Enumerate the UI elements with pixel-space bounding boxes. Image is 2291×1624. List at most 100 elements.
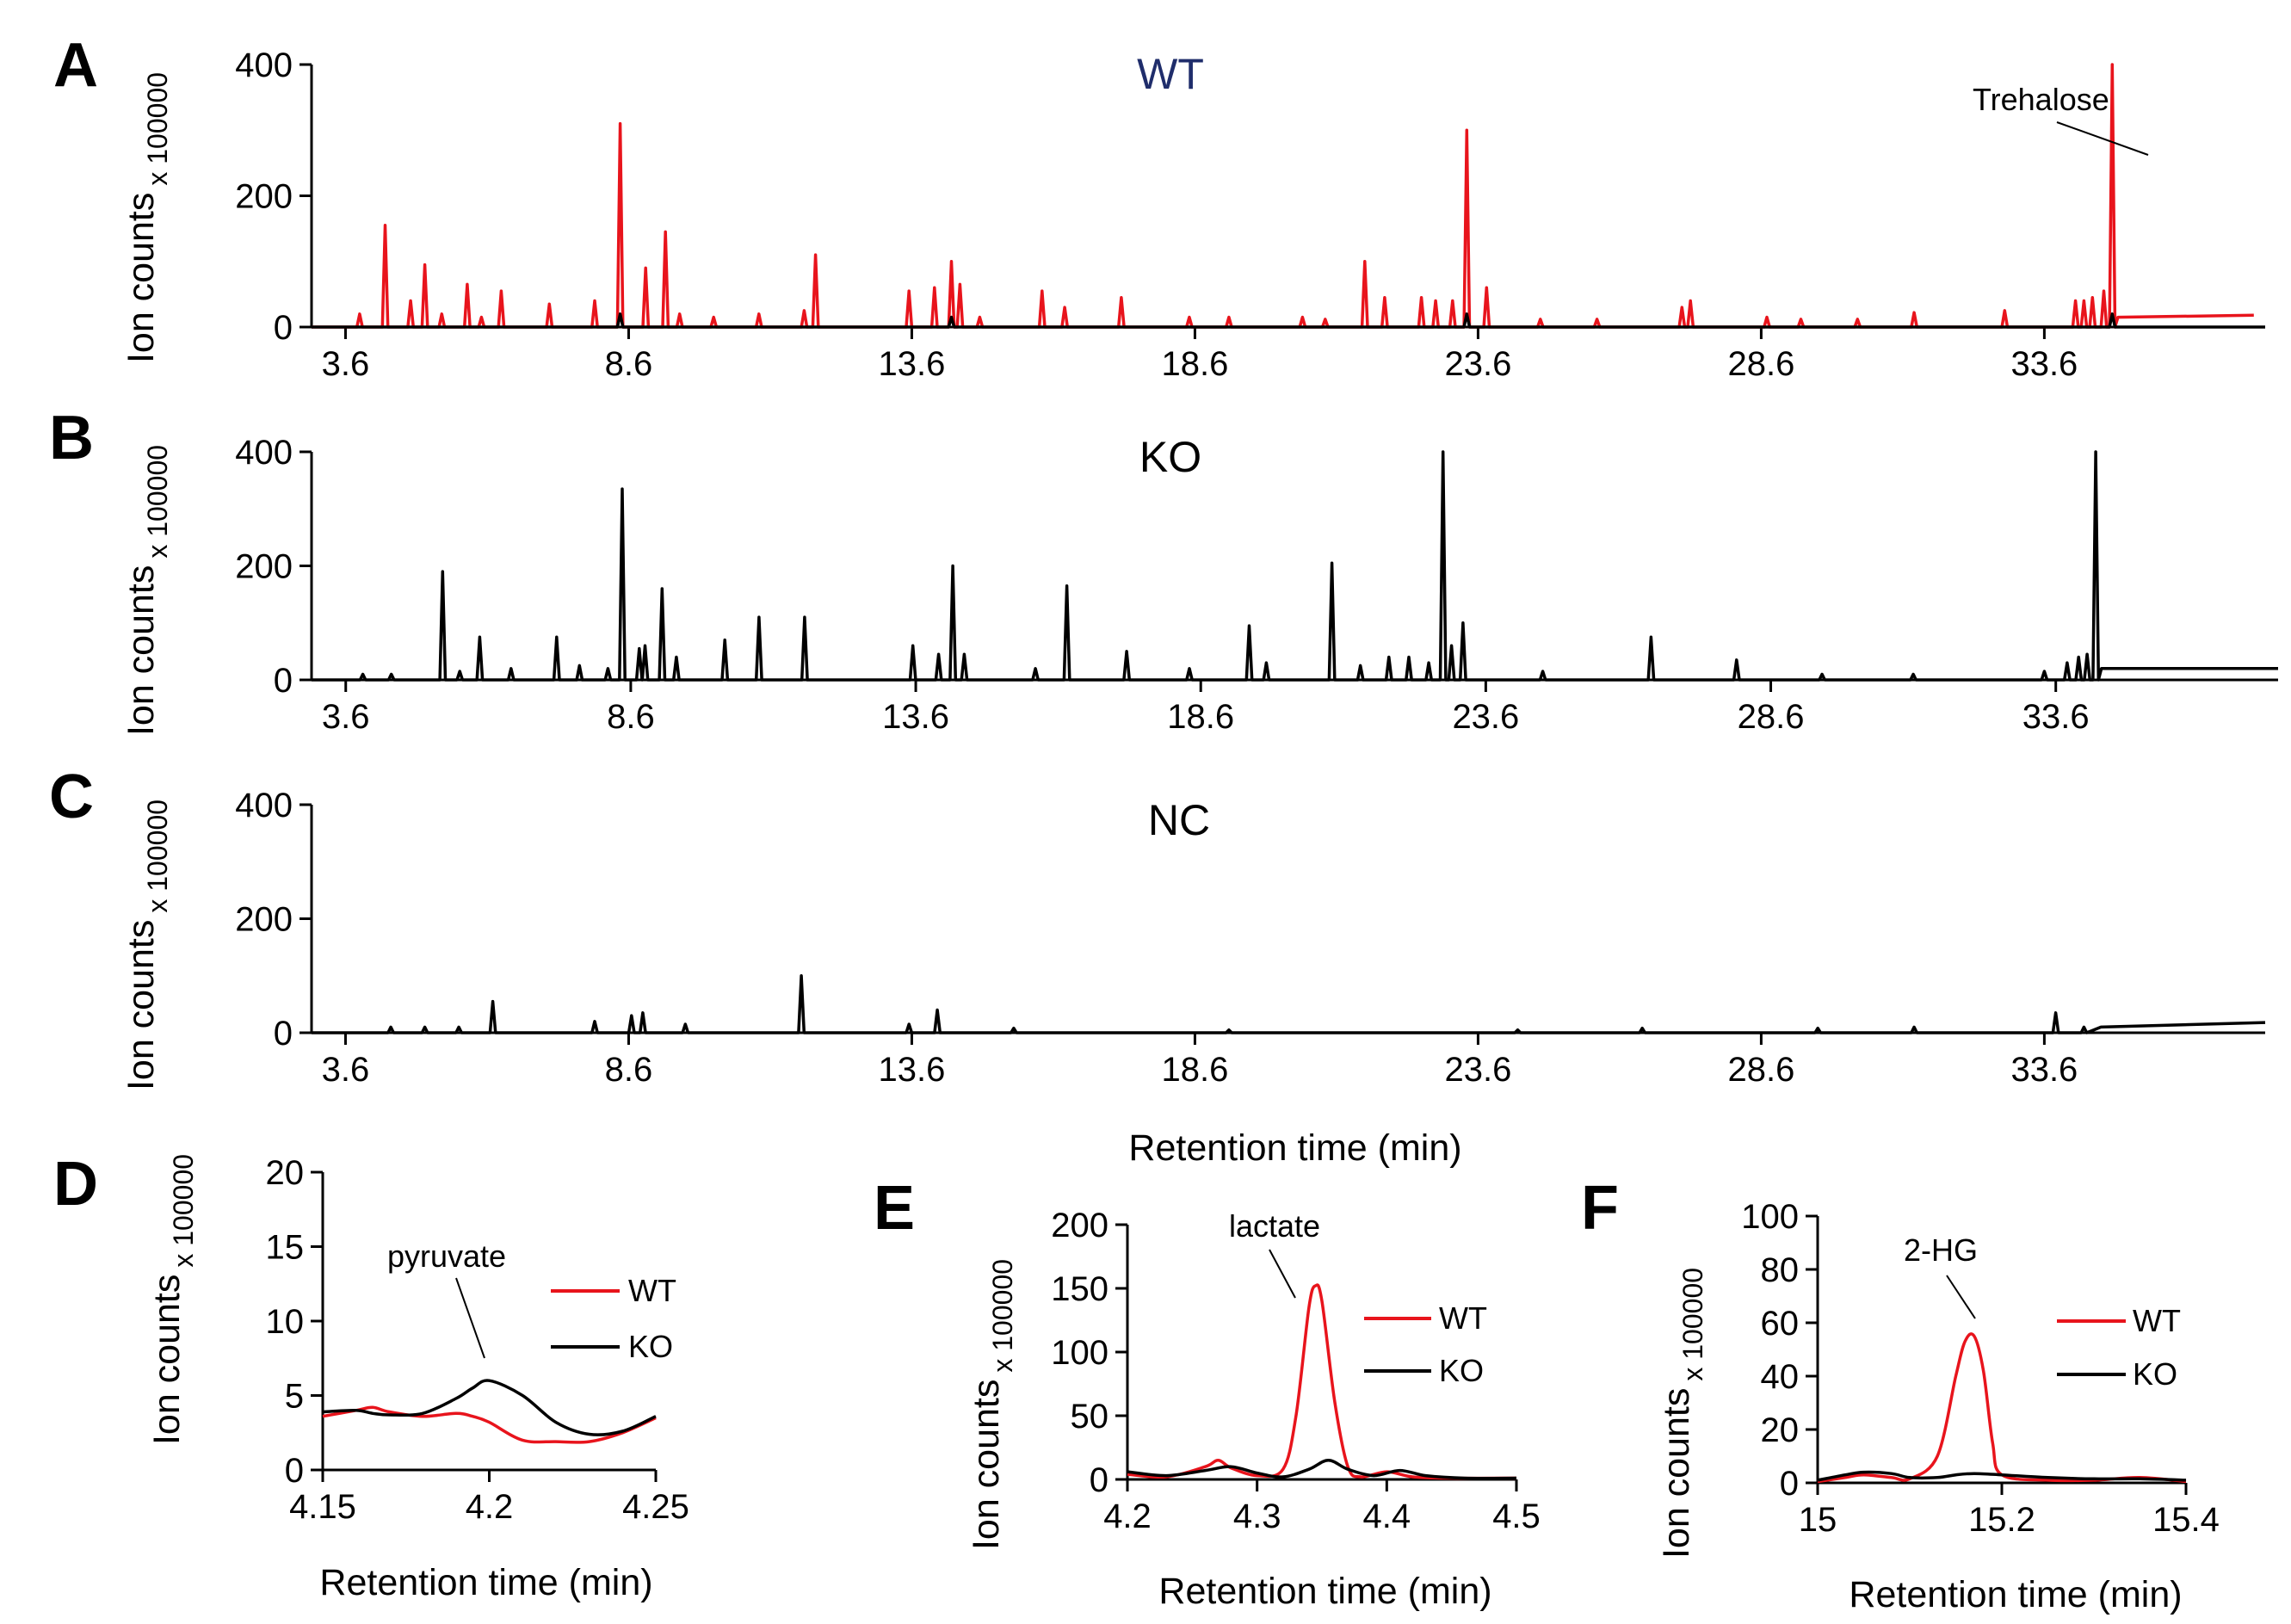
panel-a-ytick-label: 400 [235, 46, 293, 84]
panel-d-ytick-label: 15 [266, 1229, 305, 1267]
panel-e-annotation-leader [1269, 1249, 1296, 1299]
panel-a-xtick-label: 33.6 [2010, 345, 2078, 383]
panel-e-ytick-label: 0 [1090, 1461, 1108, 1499]
panel-b-ytick-label: 200 [235, 548, 293, 586]
panel-e-legend: WT KO [1364, 1300, 1487, 1388]
panel-d-axes: 0 5 10 15 20 4.15 4.2 4.25 [266, 1154, 689, 1526]
panel-e-xlabel: Retention time (min) [1158, 1571, 1491, 1612]
panel-a-xtick-label: 3.6 [322, 345, 370, 383]
panel-c-xtick-label: 8.6 [605, 1051, 653, 1089]
panel-letter-c: C [49, 763, 94, 831]
panel-c-xtick-label: 13.6 [879, 1051, 946, 1089]
panel-e-ytick-label: 100 [1051, 1334, 1108, 1372]
panel-d-ytick-label: 0 [285, 1452, 304, 1490]
panel-e-xtick-label: 4.2 [1103, 1497, 1152, 1535]
panel-f-xtick-label: 15.2 [1968, 1501, 2035, 1539]
panel-b-xtick-label: 28.6 [1738, 698, 1805, 736]
panel-a-xtick-label: 8.6 [605, 345, 653, 383]
panel-b-plot [312, 450, 2278, 682]
svg-text:Ion countsx 100000: Ion counts x 100000 [146, 1154, 199, 1445]
panel-c-title: NC [1148, 796, 1210, 844]
panel-f-ytick-label: 80 [1761, 1251, 1800, 1289]
panel-d-ytick-label: 5 [285, 1378, 304, 1416]
panel-c: C NC Ion counts x 100000 0 200 400 3.6 8.6 13.… [49, 763, 2266, 1169]
panel-e-legend-ko-label: KO [1439, 1353, 1484, 1388]
panel-a-ylabel: Ion counts x 100000 [120, 72, 173, 363]
svg-text:Ion countsx 100000: Ion counts x 100000 [120, 445, 173, 736]
panel-f: F Ion counts x 100000 0 20 40 60 80 100 15 15.2 1… [1581, 1174, 2220, 1615]
panel-d-annotation-pyruvate: pyruvate [387, 1238, 506, 1274]
panel-b-xtick-label: 8.6 [607, 698, 655, 736]
panel-c-ytick-label: 200 [235, 901, 293, 939]
panel-a-series-1-line [312, 312, 2265, 329]
panel-c-plot [312, 974, 2266, 1034]
panel-d-legend-wt-label: WT [628, 1273, 676, 1308]
panel-e-ylabel-unit: x 100000 [987, 1259, 1018, 1373]
panel-e-ylabel: Ion counts x 100000 [966, 1259, 1018, 1550]
panel-a-ylabel-text: Ion counts [120, 193, 162, 363]
panel-letter-f: F [1581, 1174, 1619, 1243]
panel-e-xtick-label: 4.3 [1233, 1497, 1281, 1535]
panel-e-axes: 0 50 100 150 200 4.2 4.3 4.4 4.5 [1051, 1207, 1541, 1535]
panel-c-ytick-label: 0 [274, 1015, 293, 1053]
panel-d-plot [322, 1379, 657, 1444]
panel-f-plot [1817, 1332, 2187, 1484]
panel-b-ytick-label: 0 [274, 662, 293, 700]
panel-d-xtick-label: 4.2 [466, 1488, 514, 1526]
panel-d-series-ko-line [322, 1379, 657, 1436]
panel-e-ytick-label: 50 [1071, 1398, 1109, 1436]
panel-b-ylabel-unit: x 100000 [142, 445, 173, 559]
panel-letter-a: A [53, 31, 98, 100]
panel-f-series-wt-line [1817, 1332, 2187, 1484]
panel-b-xtick-label: 3.6 [322, 698, 370, 736]
panel-b-title: KO [1139, 433, 1201, 481]
panel-d-annotation-leader [455, 1277, 485, 1359]
panel-b-xtick-label: 18.6 [1167, 698, 1234, 736]
panel-a-series-0-line [312, 63, 2254, 329]
panel-c-axes: 0 200 400 3.6 8.6 13.6 18.6 23.6 28.6 33.6 [235, 787, 2265, 1089]
panel-a-title: WT [1137, 50, 1204, 98]
panel-d-ylabel: Ion counts x 100000 [146, 1154, 199, 1445]
panel-d-xtick-label: 4.25 [622, 1488, 689, 1526]
panel-f-xlabel: Retention time (min) [1849, 1574, 2182, 1615]
panel-f-annotation-leader [1946, 1275, 1976, 1319]
panel-f-ylabel: Ion counts x 100000 [1656, 1268, 1708, 1559]
panel-d-ylabel-unit: x 100000 [168, 1154, 199, 1268]
panel-e: E Ion counts x 100000 0 50 100 150 200 4.2 4.3 4… [874, 1174, 1541, 1612]
panel-f-xtick-label: 15 [1799, 1501, 1837, 1539]
panel-e-annotation-lactate: lactate [1229, 1208, 1320, 1244]
panel-e-xtick-label: 4.5 [1492, 1497, 1541, 1535]
panel-a-annotation-leader [2056, 121, 2149, 156]
panel-f-ylabel-unit: x 100000 [1677, 1268, 1708, 1381]
panel-a-ytick-label: 200 [235, 178, 293, 216]
panel-d: D Ion counts x 100000 0 5 10 15 20 4.15 4.2 4.25… [53, 1150, 689, 1603]
panel-a-ylabel-unit: x 100000 [142, 72, 173, 186]
panel-letter-e: E [874, 1174, 915, 1243]
panel-f-annotation-2hg: 2-HG [1904, 1232, 1978, 1268]
panel-a-ytick-label: 0 [274, 309, 293, 347]
panel-c-ylabel-unit: x 100000 [142, 800, 173, 913]
panel-c-ylabel-text: Ion counts [120, 920, 162, 1090]
panel-f-axes: 0 20 40 60 80 100 15 15.2 15.4 [1741, 1198, 2220, 1539]
panel-c-xtick-label: 33.6 [2010, 1051, 2078, 1089]
panel-letter-d: D [53, 1150, 98, 1219]
panel-c-xtick-label: 18.6 [1162, 1051, 1229, 1089]
panel-b-xtick-label: 23.6 [1452, 698, 1519, 736]
panel-f-legend-ko-label: KO [2133, 1356, 2177, 1392]
panel-c-ylabel: Ion counts x 100000 [120, 800, 173, 1090]
panel-b-series-0-line [312, 450, 2278, 682]
panel-a-axes: 0 200 400 3.6 8.6 13.6 18.6 23.6 28.6 33.6 [235, 46, 2265, 383]
panel-d-ytick-label: 10 [266, 1303, 305, 1341]
panel-f-series-ko-line [1817, 1470, 2187, 1482]
panel-d-ylabel-text: Ion counts [146, 1275, 188, 1445]
panel-b-xtick-label: 13.6 [882, 698, 949, 736]
panel-a-annotation-trehalose: Trehalose [1973, 82, 2109, 117]
panel-b-ytick-label: 400 [235, 434, 293, 472]
panel-a-xtick-label: 28.6 [1727, 345, 1794, 383]
panel-f-xtick-label: 15.4 [2152, 1501, 2220, 1539]
panel-e-ytick-label: 150 [1051, 1270, 1108, 1308]
panel-d-legend-ko-label: KO [628, 1329, 673, 1364]
panel-e-ytick-label: 200 [1051, 1207, 1108, 1244]
svg-text:Ion countsx 100000: Ion counts x 100000 [120, 72, 173, 363]
